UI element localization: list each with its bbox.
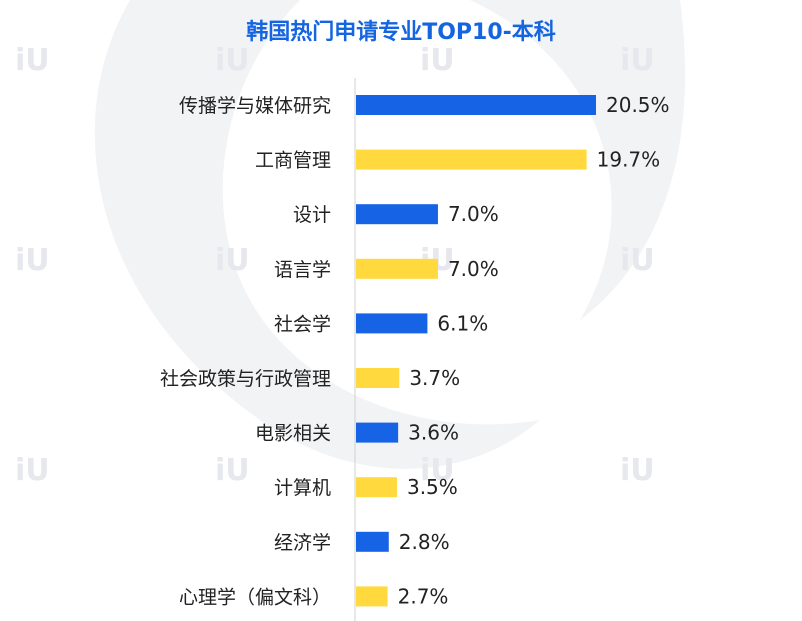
watermark-logo: iU	[215, 43, 250, 78]
watermark-logo: iU	[620, 453, 655, 488]
category-label: 计算机	[274, 477, 331, 499]
value-label: 2.7%	[398, 584, 449, 608]
category-label: 社会学	[274, 313, 331, 335]
bar	[356, 422, 399, 443]
value-label: 2.8%	[399, 530, 450, 554]
category-label: 经济学	[274, 532, 331, 554]
bar	[356, 368, 400, 388]
watermark-logo: iU	[620, 243, 655, 278]
watermark-logo: iU	[620, 43, 655, 78]
category-label: 设计	[293, 204, 331, 226]
category-label: 社会政策与行政管理	[160, 368, 331, 390]
category-label: 传播学与媒体研究	[179, 95, 331, 117]
category-label: 电影相关	[255, 423, 331, 445]
bar	[356, 531, 389, 552]
category-label: 工商管理	[255, 150, 331, 172]
watermark-logo: iU	[15, 243, 50, 278]
bar	[356, 258, 438, 279]
watermark-logo: iU	[15, 43, 50, 78]
bar	[356, 95, 596, 115]
value-label: 20.5%	[606, 93, 670, 117]
chart-title: 韩国热门申请专业TOP10-本科	[246, 20, 556, 45]
bar	[356, 204, 438, 225]
watermark-logo: iU	[215, 453, 250, 488]
category-label: 心理学（偏文科）	[179, 586, 331, 608]
value-label: 3.7%	[409, 366, 460, 390]
value-label: 7.0%	[448, 202, 499, 226]
category-label: 语言学	[274, 259, 331, 281]
watermark-logo: iU	[420, 43, 455, 78]
value-label: 7.0%	[448, 257, 499, 281]
watermark-logo: iU	[420, 453, 455, 488]
bar	[356, 586, 388, 607]
watermark-logo: iU	[215, 243, 250, 278]
value-label: 3.5%	[407, 475, 458, 499]
watermark-logo: iU	[15, 453, 50, 488]
bar	[356, 149, 587, 170]
value-label: 19.7%	[597, 148, 661, 172]
value-label: 3.6%	[408, 421, 459, 445]
bar	[356, 313, 428, 334]
bar	[356, 477, 397, 498]
value-label: 6.1%	[437, 311, 488, 335]
